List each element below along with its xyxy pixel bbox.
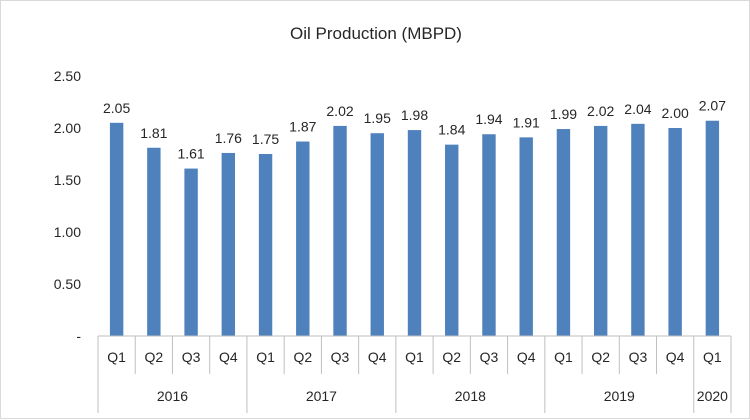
bar: [258, 154, 273, 336]
data-label: 2.07: [699, 98, 726, 114]
bar: [370, 133, 384, 336]
y-tick-label: 0.50: [54, 276, 81, 292]
year-label: 2019: [604, 388, 635, 404]
bar: [407, 130, 422, 336]
y-axis: - 0.50 1.00 1.50 2.00 2.50: [54, 68, 82, 344]
data-label: 1.98: [401, 107, 428, 123]
data-label: 2.04: [624, 101, 651, 117]
bar: [109, 122, 124, 336]
y-tick-label: 2.00: [54, 120, 81, 136]
data-label: 2.02: [587, 103, 614, 119]
data-label: 1.94: [475, 111, 502, 127]
bar: [631, 123, 645, 336]
data-label: 2.02: [326, 103, 353, 119]
x-tick-label: Q4: [517, 349, 536, 365]
x-tick-label: Q1: [703, 349, 722, 365]
bars: [109, 120, 720, 336]
data-label: 1.84: [438, 122, 465, 138]
bar: [705, 120, 720, 336]
x-tick-label: Q2: [591, 349, 610, 365]
y-tick-label: 1.00: [54, 224, 81, 240]
y-tick-label: -: [76, 328, 81, 344]
year-label: 2018: [455, 388, 486, 404]
x-tick-label: Q1: [554, 349, 573, 365]
year-label: 2017: [306, 388, 337, 404]
year-label: 2016: [157, 388, 188, 404]
bar: [445, 144, 459, 336]
year-label: 2020: [697, 388, 728, 404]
bar: [147, 147, 161, 336]
x-tick-label: Q3: [480, 349, 499, 365]
x-tick-label: Q3: [182, 349, 201, 365]
x-tick-label: Q3: [629, 349, 648, 365]
bar: [482, 134, 496, 336]
data-labels: 2.05 1.81 1.61 1.76 1.75 1.87 2.02 1.95 1.98 1.84…: [103, 98, 726, 162]
bar: [668, 128, 682, 336]
bar: [519, 137, 533, 336]
bar: [221, 152, 236, 336]
y-tick-label: 1.50: [54, 172, 81, 188]
data-label: 1.75: [252, 131, 279, 147]
x-tick-label: Q1: [107, 349, 126, 365]
data-label: 1.87: [289, 119, 316, 135]
x-tick-label: Q2: [145, 349, 164, 365]
data-label: 1.91: [513, 114, 540, 130]
data-label: 1.95: [364, 110, 391, 126]
chart-title: Oil Production (MBPD): [290, 24, 462, 43]
y-tick-label: 2.50: [54, 68, 81, 84]
x-tick-label: Q1: [405, 349, 424, 365]
bar: [556, 129, 571, 336]
x-tick-label: Q4: [666, 349, 685, 365]
data-label: 1.61: [177, 146, 204, 162]
x-tick-label: Q4: [219, 349, 238, 365]
x-tick-label: Q3: [331, 349, 350, 365]
data-label: 1.81: [140, 125, 167, 141]
data-label: 1.76: [215, 130, 242, 146]
data-label: 2.05: [103, 100, 130, 116]
x-tick-label: Q2: [293, 349, 312, 365]
data-label: 1.99: [550, 106, 577, 122]
bar: [593, 125, 608, 336]
x-tick-label: Q1: [256, 349, 275, 365]
bar: [184, 168, 198, 336]
data-label: 2.00: [662, 105, 689, 121]
x-axis: Q1 Q2 Q3 Q4 Q1 Q2 Q3 Q4 Q1 Q2 Q3 Q4 Q1 Q2 Q3 Q4 Q1 2016 20…: [97, 335, 732, 413]
bar: [296, 141, 310, 336]
x-tick-label: Q2: [442, 349, 461, 365]
bar: [333, 125, 347, 336]
x-tick-label: Q4: [368, 349, 387, 365]
